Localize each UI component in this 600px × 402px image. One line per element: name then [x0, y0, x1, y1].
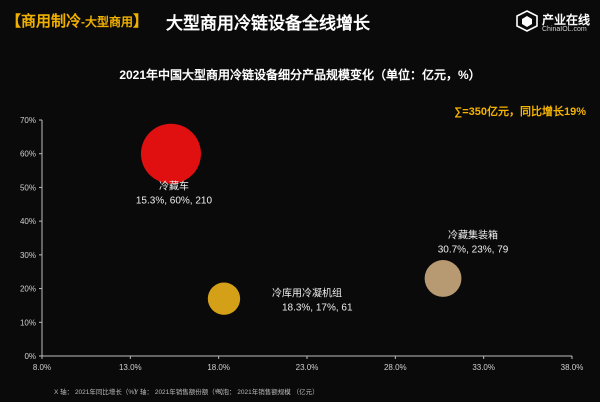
x-tick-label: 33.0%: [472, 363, 495, 372]
y-tick-label: 10%: [20, 318, 36, 327]
bubble-value-label: 18.3%, 17%, 61: [282, 303, 353, 314]
y-tick-label: 50%: [20, 183, 36, 192]
x-tick-label: 13.0%: [119, 363, 142, 372]
x-tick-label: 23.0%: [296, 363, 319, 372]
total-summary: ∑=350亿元，同比增长19%: [454, 106, 586, 118]
y-tick-label: 20%: [20, 285, 36, 294]
bubble-name-label: 冷藏车: [159, 180, 189, 193]
x-tick-label: 38.0%: [561, 363, 584, 372]
axis-caption: 气泡： 2021年销售额规模 （亿元）: [216, 387, 319, 396]
logo-name: 产业在线: [542, 13, 591, 27]
category-tag: 【商用制冷-大型商用】: [6, 13, 149, 30]
y-tick-label: 30%: [20, 251, 36, 260]
bubble-value-label: 30.7%, 23%, 79: [438, 244, 509, 255]
bubble-name-label: 冷库用冷凝机组: [272, 287, 342, 300]
bubble-point: [424, 260, 462, 297]
bubble-point: [207, 282, 241, 315]
axis-caption: X 轴： 2021年同比增长（%）: [54, 387, 141, 396]
header: 【商用制冷-大型商用】 大型商用冷链设备全线增长 产业在线 ChinaIOL.c…: [0, 0, 600, 44]
bubble-point: [140, 123, 201, 184]
bubble-value-label: 15.3%, 60%, 210: [136, 196, 213, 207]
x-tick-label: 28.0%: [384, 363, 407, 372]
x-tick-label: 8.0%: [33, 363, 51, 372]
y-tick-label: 70%: [20, 116, 36, 125]
logo-icon: [516, 10, 538, 32]
logo-url: ChinaIOL.com: [542, 26, 587, 33]
page-title: 大型商用冷链设备全线增长: [166, 14, 370, 33]
y-tick-label: 0%: [24, 352, 36, 361]
bubble-name-label: 冷藏集装箱: [448, 228, 498, 241]
x-tick-label: 18.0%: [207, 363, 230, 372]
logo: 产业在线 ChinaIOL.com: [516, 8, 596, 38]
chart-title: 2021年中国大型商用冷链设备细分产品规模变化（单位：亿元，%）: [119, 68, 481, 82]
y-tick-label: 60%: [20, 150, 36, 159]
axis-caption: Y 轴： 2021年销售额份额（%）: [134, 387, 227, 396]
y-tick-label: 40%: [20, 217, 36, 226]
